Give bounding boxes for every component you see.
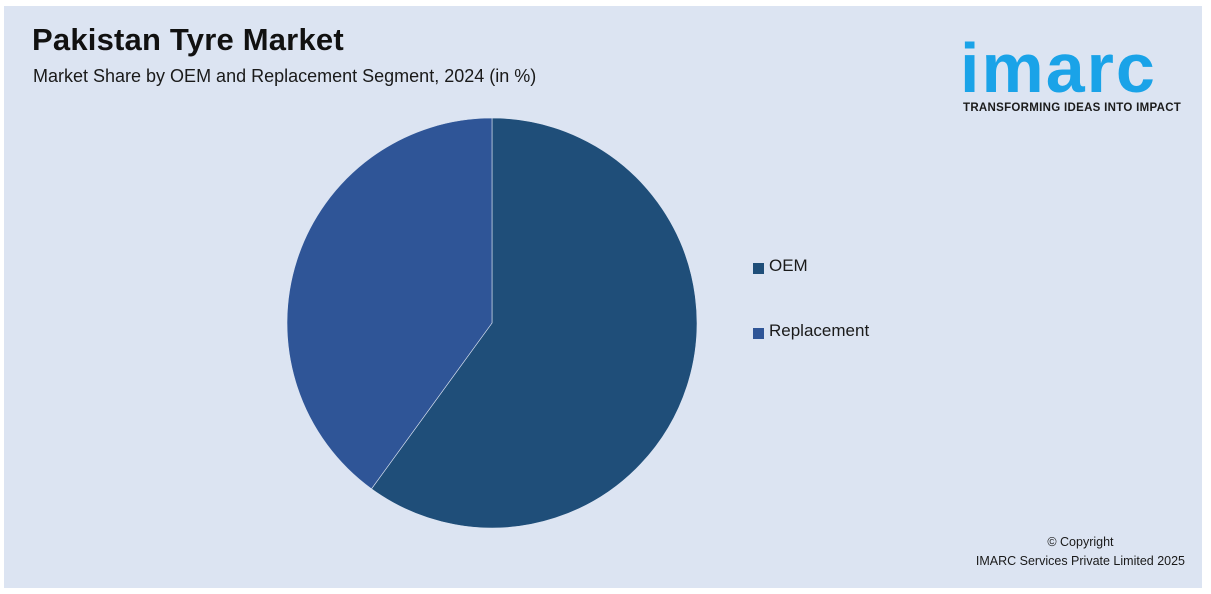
pie-slice-oem: [371, 117, 698, 529]
legend-label-oem: OEM: [769, 256, 808, 275]
logo-tagline: TRANSFORMING IDEAS INTO IMPACT: [963, 102, 1182, 114]
svg-text:imarc: imarc: [960, 29, 1157, 100]
legend-swatch-replacement: [753, 328, 764, 339]
chart-title: Pakistan Tyre Market: [32, 22, 344, 57]
imarc-logo-mark: imarc: [960, 29, 1157, 100]
copyright-line-1: © Copyright: [1047, 535, 1114, 549]
legend-label-replacement: Replacement: [769, 321, 870, 340]
pie-slice-replacement: [286, 117, 493, 490]
copyright-line-2: IMARC Services Private Limited 2025: [975, 554, 1185, 568]
chart-subtitle: Market Share by OEM and Replacement Segm…: [33, 66, 537, 86]
imarc-logo: imarc TRANSFORMING IDEAS INTO IMPACT: [960, 18, 1192, 118]
copyright-notice: © Copyright IMARC Services Private Limit…: [976, 533, 1185, 571]
pie-chart: [286, 117, 698, 529]
legend-swatch-oem: [753, 263, 764, 274]
